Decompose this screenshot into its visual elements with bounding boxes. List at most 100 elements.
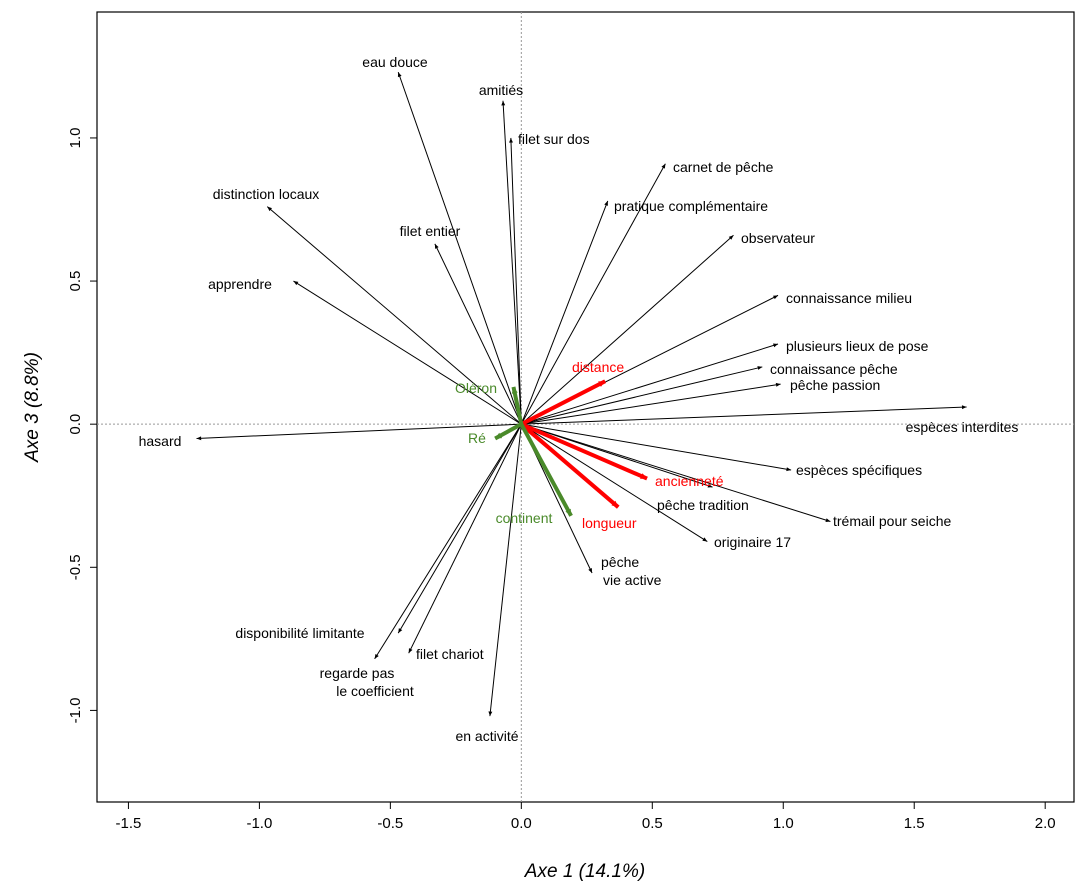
arrowhead-connaissance milieu xyxy=(773,295,779,300)
vector-filet sur dos xyxy=(510,137,522,425)
vector-espèces spécifiques xyxy=(521,423,792,471)
vector-regarde pas xyxy=(374,423,522,660)
y-axis-title: Axe 3 (8.8%) xyxy=(22,352,43,463)
vector-label: pratique complémentaire xyxy=(614,198,768,214)
vector-label: le coefficient xyxy=(336,683,414,699)
vector-amitiés xyxy=(502,100,522,425)
arrowhead-pêche xyxy=(588,568,593,574)
x-tick-label: -1.0 xyxy=(246,815,272,832)
vector-longueur xyxy=(520,422,620,509)
vector-label: connaissance pêche xyxy=(770,361,898,377)
reference-lines xyxy=(97,12,1074,802)
vector-label: filet chariot xyxy=(416,646,484,662)
x-tick-label: -0.5 xyxy=(377,815,403,832)
arrowhead-observateur xyxy=(728,235,734,240)
vector-pratique complémentaire xyxy=(520,200,609,425)
x-axis-title: Axe 1 (14.1%) xyxy=(524,861,645,882)
vector-filet entier xyxy=(434,243,522,425)
x-tick-label: 0.5 xyxy=(642,815,663,832)
vector-label: en activité xyxy=(455,728,518,744)
vector-label: filet entier xyxy=(400,223,461,239)
vector-hasard xyxy=(196,423,522,439)
vector-label: pêche xyxy=(601,554,639,570)
arrowhead-Ré xyxy=(495,432,503,439)
arrowhead-Oléron xyxy=(511,386,518,394)
arrowhead-hasard xyxy=(196,436,202,441)
vector-filet chariot xyxy=(408,423,522,654)
y-tick-label: -0.5 xyxy=(67,554,84,580)
vector-label: vie active xyxy=(603,572,662,588)
vector-originaire 17 xyxy=(521,423,708,542)
vector-disponibilité limitante xyxy=(397,423,522,634)
arrowhead-ancienneté xyxy=(640,473,648,479)
arrowhead-en activité xyxy=(488,711,493,717)
vector-label: eau douce xyxy=(362,54,428,70)
vector-label: plusieurs lieux de pose xyxy=(786,338,929,354)
x-tick-label: 2.0 xyxy=(1035,815,1056,832)
vector-pêche passion xyxy=(521,383,781,425)
x-tick-label: 1.0 xyxy=(773,815,794,832)
vector-observateur xyxy=(520,234,734,425)
x-tick-label: 0.0 xyxy=(511,815,532,832)
arrowhead-pratique complémentaire xyxy=(604,200,608,206)
arrowhead-trémail pour seiche xyxy=(825,518,831,522)
arrowhead-disponibilité limitante xyxy=(398,628,403,634)
vector-continent xyxy=(519,423,573,517)
y-tick-label: -1.0 xyxy=(67,697,84,723)
vector-label: continent xyxy=(496,510,553,526)
vector-trémail pour seiche xyxy=(521,423,831,522)
vector-label: amitiés xyxy=(479,82,523,98)
arrowhead-filet entier xyxy=(434,243,439,249)
vector-label: connaissance milieu xyxy=(786,290,912,306)
arrowhead-apprendre xyxy=(293,281,299,286)
vector-espèces interdites xyxy=(521,406,967,425)
vector-carnet de pêche xyxy=(520,163,666,425)
vector-ancienneté xyxy=(520,422,648,481)
axis-ticks: -1.5 -1.0 -0.5 0.0 0.5 1.0 1.5 2.0 -1.0 -0.5 0.0 0.… xyxy=(67,128,1056,832)
vector-distance xyxy=(520,379,607,426)
vectors xyxy=(196,71,967,717)
x-tick-label: -1.5 xyxy=(116,815,142,832)
vector-label: espèces spécifiques xyxy=(796,462,922,478)
vector-plusieurs lieux de pose xyxy=(521,343,779,425)
vector-label: filet sur dos xyxy=(518,131,590,147)
vector-label: ancienneté xyxy=(655,473,724,489)
vector-connaissance pêche xyxy=(521,366,763,425)
vector-label: apprendre xyxy=(208,276,272,292)
arrowhead-amitiés xyxy=(501,100,506,106)
arrowhead-continent xyxy=(565,508,572,516)
vector-label: longueur xyxy=(582,515,637,531)
vector-label: distinction locaux xyxy=(213,186,320,202)
vector-label: pêche passion xyxy=(790,377,880,393)
arrowhead-regarde pas xyxy=(374,653,379,659)
arrowhead-distance xyxy=(598,381,606,387)
vector-apprendre xyxy=(293,280,522,425)
vector-label: carnet de pêche xyxy=(673,159,774,175)
arrowhead-pêche passion xyxy=(775,382,781,387)
plot-frame xyxy=(96,11,1075,803)
vector-label: hasard xyxy=(139,433,182,449)
vector-label: Oléron xyxy=(455,380,497,396)
vector-label: regarde pas xyxy=(320,665,395,681)
vector-label: Ré xyxy=(468,430,486,446)
arrowhead-eau douce xyxy=(397,72,402,78)
vector-label: disponibilité limitante xyxy=(235,625,364,641)
vector-label: espèces interdites xyxy=(906,419,1019,435)
arrowhead-filet chariot xyxy=(408,648,413,654)
arrowhead-carnet de pêche xyxy=(661,163,666,169)
arrowhead-originaire 17 xyxy=(702,537,708,542)
y-tick-label: 0.0 xyxy=(67,414,84,435)
vector-label: originaire 17 xyxy=(714,534,791,550)
vector-labels: eau douce amitiés filet sur dos carnet de p… xyxy=(139,54,1019,744)
x-tick-label: 1.5 xyxy=(904,815,925,832)
arrowhead-longueur xyxy=(611,500,619,508)
vector-distinction locaux xyxy=(266,206,522,425)
vector-label: observateur xyxy=(741,230,815,246)
y-tick-label: 0.5 xyxy=(67,271,84,292)
arrowhead-connaissance pêche xyxy=(757,366,763,370)
arrowhead-espèces spécifiques xyxy=(786,467,792,472)
y-tick-label: 1.0 xyxy=(67,128,84,149)
vector-Oléron xyxy=(511,386,524,425)
arrowhead-pêche tradition xyxy=(707,483,713,488)
